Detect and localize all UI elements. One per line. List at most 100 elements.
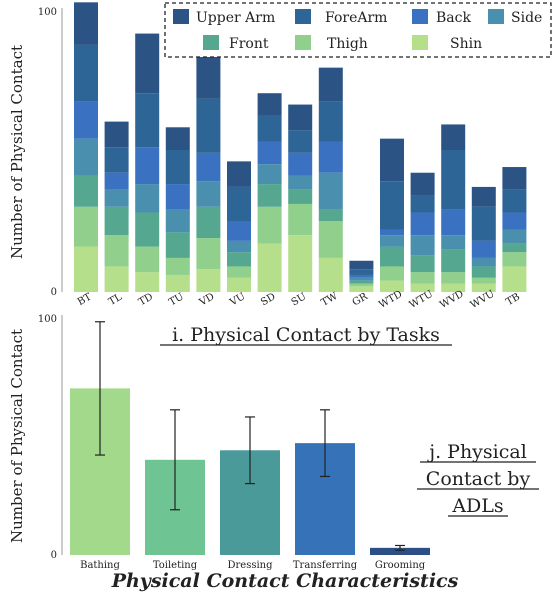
bar-tb-front (502, 243, 527, 253)
bar-tl-front (104, 206, 129, 236)
bar-tl-shin (104, 266, 129, 292)
bar-gr-thigh (349, 283, 374, 287)
bar-tw-back (318, 141, 343, 173)
bar-gr-back (349, 274, 374, 278)
bar-wtu-thigh (410, 272, 435, 284)
bar-wvu-forearm (471, 206, 496, 241)
bar-wtd-upper-arm (380, 138, 404, 182)
bar-td-thigh (135, 246, 160, 273)
xtick-tl: TL (107, 292, 124, 308)
bar-td-back (135, 147, 160, 185)
bar-sd-forearm (257, 115, 282, 142)
bar-su-front (288, 189, 313, 204)
xtick-tu: TU (167, 291, 186, 308)
legend-label-forearm: ForeArm (325, 10, 387, 26)
bar-tw-thigh (318, 221, 343, 258)
bar-wtd-shin (380, 280, 404, 292)
bars-i (74, 2, 527, 292)
xtick-grooming: Grooming (375, 560, 426, 571)
bar-su-shin (288, 235, 313, 292)
legend-label-side: Side (511, 10, 542, 26)
bar-vu-upper-arm (227, 161, 251, 187)
chart-i: 100 0 Number of Physical Contact BT TL TD T… (8, 2, 552, 346)
bar-tl-thigh (104, 235, 129, 267)
bar-wtd-front (380, 246, 404, 267)
caption-j-line-2: Contact by (426, 468, 531, 490)
bar-tu-side (165, 209, 190, 233)
bar-wtd-back (380, 229, 404, 236)
bar-tu-front (165, 232, 190, 258)
bar-wvd-front (441, 249, 466, 273)
bar-sd-side (257, 164, 282, 185)
bar-tb-shin (502, 266, 527, 292)
bar-vd-side (196, 181, 221, 207)
bar-gr-side (349, 277, 374, 281)
bar-vd-upper-arm (196, 56, 221, 99)
bar-wvu-front (471, 266, 496, 278)
bar-sd-upper-arm (257, 93, 282, 116)
bar-vd-front (196, 206, 221, 239)
bar-tl-forearm (104, 147, 129, 173)
bar-su-upper-arm (288, 104, 313, 131)
bar-vd-thigh (196, 238, 221, 270)
bar-bt-upper-arm (74, 2, 98, 45)
errorbar-toileting (170, 409, 180, 511)
bar-su-thigh (288, 203, 313, 236)
bar-su-forearm (288, 130, 313, 153)
bar-tu-forearm (165, 150, 190, 185)
caption-j-line-1: j. Physical (427, 441, 527, 463)
legend-label-upper-arm: Upper Arm (196, 10, 275, 26)
bar-tw-upper-arm (318, 67, 343, 102)
legend-swatch-front (203, 35, 219, 50)
bar-grooming (370, 547, 430, 555)
xtick-wtd: WTD (377, 289, 404, 311)
bar-wvu-thigh (471, 277, 496, 284)
bar-vd-shin (196, 269, 221, 292)
bar-wtu-side (410, 235, 435, 256)
xticks-j: Bathing Toileting Dressing Transferring Groo… (80, 560, 426, 571)
errorbar-dressing (245, 416, 255, 485)
xtick-wvd: WVD (438, 289, 466, 311)
bar-tl-side (104, 189, 129, 207)
bar-wvu-side (471, 257, 496, 267)
legend-label-thigh: Thigh (327, 36, 368, 52)
bar-vu-thigh (227, 266, 251, 278)
bar-tw-side (318, 172, 343, 210)
bar-tb-thigh (502, 252, 527, 267)
bar-td-shin (135, 272, 160, 292)
bar-wtu-front (410, 255, 435, 273)
bar-tl-upper-arm (104, 121, 129, 148)
bar-wvu-shin (471, 283, 496, 292)
xtick-td: TD (137, 291, 155, 308)
bar-wvd-shin (441, 283, 466, 292)
legend-label-back: Back (436, 10, 471, 26)
ylabel-i: Number of Physical Contact (8, 45, 26, 259)
bar-sd-back (257, 141, 282, 165)
caption-j-line-3: ADLs (451, 495, 503, 517)
xtick-transferring: Transferring (293, 560, 358, 571)
bar-vu-side (227, 240, 251, 253)
bar-tw-forearm (318, 101, 343, 142)
legend-swatch-forearm (295, 9, 311, 24)
bars-j (70, 321, 430, 555)
bar-tl-back (104, 172, 129, 190)
bar-tu-back (165, 184, 190, 210)
bar-sd-shin (257, 243, 282, 292)
xtick-bt: BT (76, 291, 94, 308)
bar-tb-side (502, 229, 527, 244)
bar-wvd-side (441, 235, 466, 250)
legend-frame (164, 2, 552, 58)
bar-tu-shin (165, 274, 190, 292)
bar-tb-forearm (502, 189, 527, 213)
bar-td-front (135, 212, 160, 247)
legend-label-front: Front (229, 36, 269, 52)
bar-bt-front (74, 175, 98, 207)
bar-tw-front (318, 209, 343, 221)
bar-sd-front (257, 184, 282, 207)
bar-wtu-back (410, 212, 435, 236)
xtick-bathing: Bathing (80, 560, 120, 571)
bar-tb-upper-arm (502, 167, 527, 190)
xtick-vd: VD (197, 291, 217, 309)
bar-gr-upper-arm (349, 260, 374, 270)
